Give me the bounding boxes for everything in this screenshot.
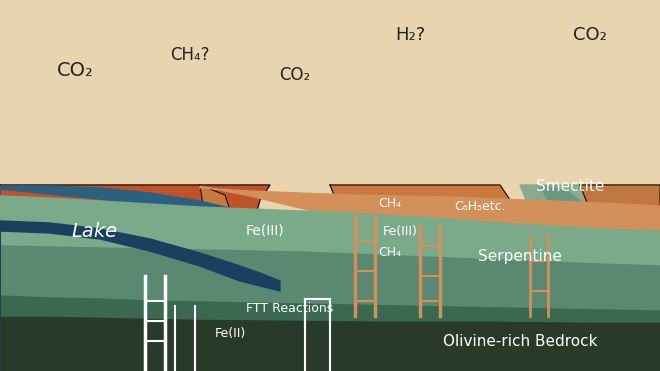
Text: FTT Reactions: FTT Reactions [246,302,333,315]
Text: Olivine-rich Bedrock: Olivine-rich Bedrock [443,334,597,348]
Polygon shape [330,185,515,365]
Text: CO₂: CO₂ [573,26,607,44]
Polygon shape [200,186,660,261]
Text: Smectite: Smectite [536,178,604,194]
Polygon shape [0,221,280,371]
Polygon shape [380,200,490,360]
Polygon shape [580,185,660,340]
Polygon shape [0,185,180,360]
Polygon shape [0,316,660,371]
Text: CH₄: CH₄ [378,197,401,210]
Polygon shape [520,185,615,310]
Text: Serpentine: Serpentine [478,249,562,263]
Text: CH₄?: CH₄? [170,46,210,64]
Polygon shape [0,185,270,360]
Text: C₆H₅etc.: C₆H₅etc. [454,200,506,213]
Polygon shape [0,186,320,371]
Polygon shape [0,196,660,285]
Text: Fe(III): Fe(III) [246,223,284,237]
Polygon shape [540,185,620,290]
Text: CO₂: CO₂ [279,66,311,84]
Text: CH₄: CH₄ [378,246,401,259]
Text: H₂?: H₂? [395,26,425,44]
Text: Fe(II): Fe(II) [214,326,246,339]
Text: CO₂: CO₂ [57,60,94,79]
Polygon shape [0,296,660,322]
Text: Lake: Lake [72,221,118,240]
Polygon shape [200,185,365,295]
Polygon shape [0,246,660,311]
Text: Fe(III): Fe(III) [383,224,417,237]
